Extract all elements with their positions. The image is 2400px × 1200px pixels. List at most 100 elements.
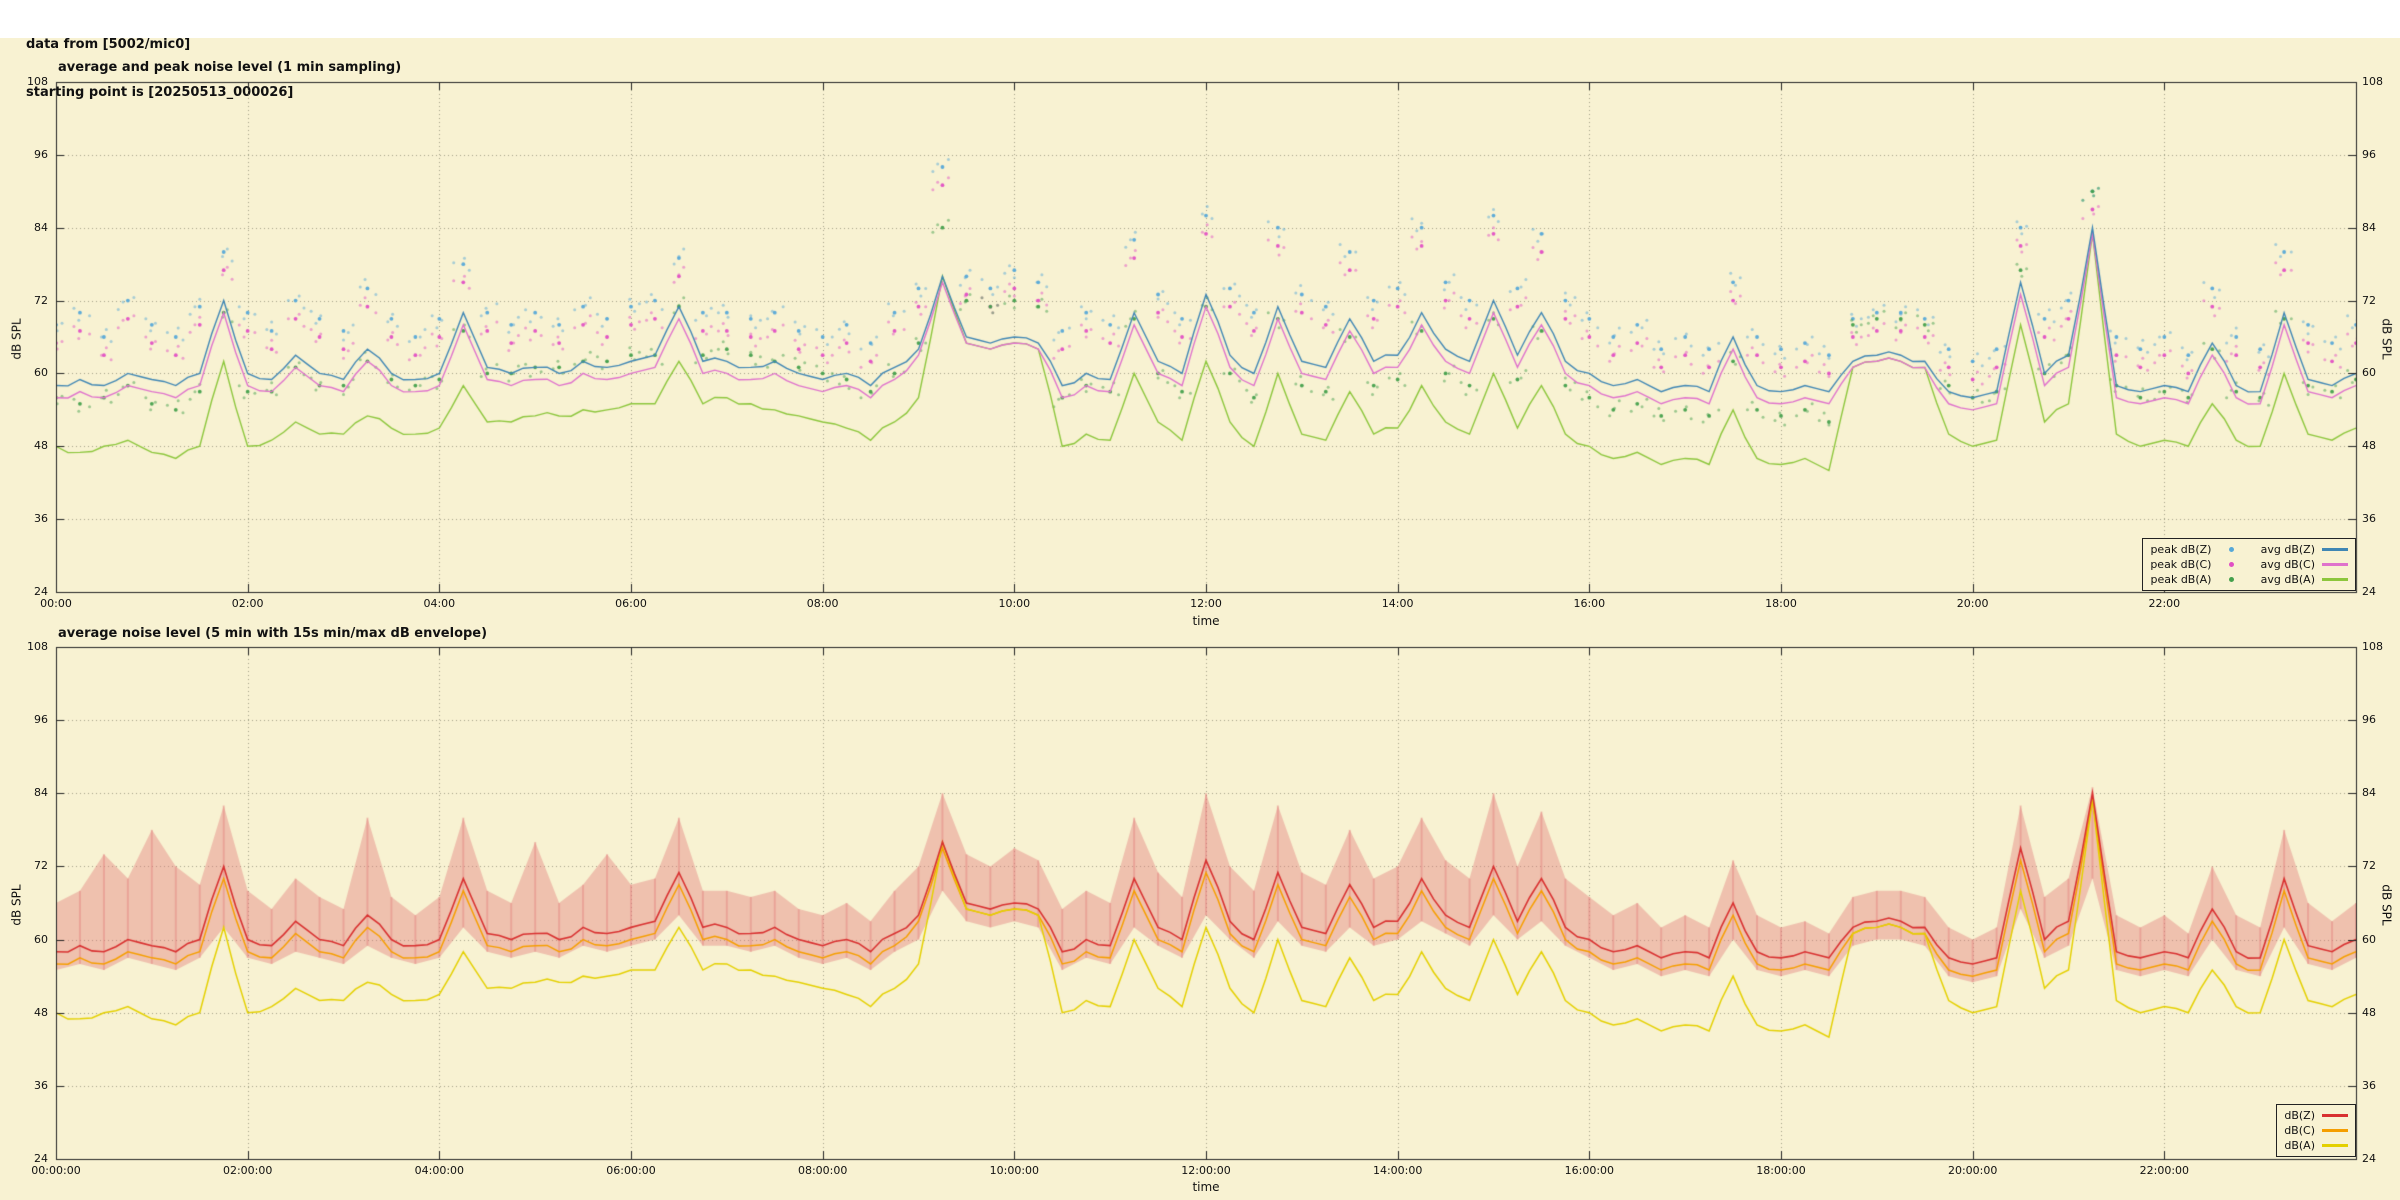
x-tick-label: 08:00:00 [797, 1164, 848, 1177]
legend-entry: dB(C) [2284, 1123, 2348, 1138]
y-tick-label: 36 [34, 1078, 48, 1092]
y-tick-label: 36 [2362, 512, 2376, 526]
x-tick-label: 14:00 [1381, 597, 1414, 610]
legend-label: dB(Z) [2284, 1109, 2315, 1122]
header-strip [0, 0, 2400, 38]
legend-entry: avg dB(Z) [2260, 542, 2348, 557]
x-tick-label: 18:00 [1765, 597, 1797, 610]
legend-sample [2322, 1114, 2348, 1117]
bottom-chart-title: average noise level (5 min with 15s min/… [58, 626, 488, 641]
legend-column: avg dB(Z) avg dB(C) avg dB(A) [2260, 542, 2348, 587]
y-tick-label: 72 [2362, 859, 2376, 873]
legend-line-marker-icon [2322, 1129, 2348, 1132]
top-chart-canvas [0, 40, 2400, 610]
y-tick-label: 108 [27, 75, 48, 88]
y-tick-label: 48 [2362, 439, 2376, 453]
x-tick-label: 06:00:00 [606, 1164, 656, 1177]
y-tick-label: 108 [2362, 75, 2383, 88]
legend-sample [2322, 563, 2348, 566]
legend-label: avg dB(A) [2260, 573, 2315, 586]
legend-label: peak dB(Z) [2150, 543, 2212, 556]
x-tick-label: 16:00:00 [1564, 1164, 1615, 1177]
legend-entry: avg dB(A) [2260, 572, 2348, 587]
legend-line-marker-icon [2322, 563, 2348, 566]
x-tick-label: 16:00 [1573, 597, 1606, 610]
bottom-chart-xlabel: time [1192, 1180, 1220, 1194]
legend-point-marker-icon [2228, 562, 2234, 567]
legend-line-marker-icon [2322, 1114, 2348, 1117]
y-tick-label: 72 [34, 859, 48, 873]
y-tick-label: 24 [2362, 585, 2376, 598]
legend-entry: peak dB(Z) [2150, 542, 2244, 557]
chart-legend: dB(Z) dB(C) dB(A) [2276, 1104, 2356, 1157]
legend-sample [2322, 1129, 2348, 1132]
legend-label: dB(C) [2284, 1124, 2315, 1137]
y-tick-label: 108 [2362, 640, 2383, 653]
x-tick-label: 08:00 [806, 597, 839, 610]
y-tick-label: 48 [2362, 1005, 2376, 1019]
x-tick-label: 10:00:00 [989, 1164, 1040, 1177]
y-tick-label: 84 [34, 220, 48, 234]
legend-label: avg dB(Z) [2260, 543, 2315, 556]
y-tick-label: 108 [27, 640, 48, 653]
top-chart-xlabel: time [1192, 614, 1220, 628]
x-tick-label: 04:00:00 [414, 1164, 465, 1177]
y-tick-label: 24 [34, 1152, 48, 1165]
x-tick-label: 14:00:00 [1372, 1164, 1423, 1177]
y-tick-label: 72 [34, 293, 48, 307]
y-tick-label: 84 [2362, 220, 2376, 234]
x-tick-label: 22:00 [2148, 597, 2181, 610]
y-tick-label: 24 [34, 585, 48, 598]
x-tick-label: 06:00 [615, 597, 647, 610]
legend-sample [2322, 578, 2348, 581]
y-tick-label: 96 [2362, 147, 2376, 161]
x-tick-label: 12:00 [1190, 597, 1222, 610]
legend-line-marker-icon [2322, 548, 2348, 551]
x-tick-label: 00:00 [40, 597, 72, 610]
y-tick-label: 60 [2362, 932, 2376, 946]
legend-label: dB(A) [2284, 1139, 2315, 1152]
chart-legend: peak dB(Z) peak dB(C) peak dB(A) avg dB(Z) a… [2142, 538, 2356, 591]
legend-line-marker-icon [2322, 1144, 2348, 1147]
legend-line-marker-icon [2322, 578, 2348, 581]
y-tick-label: 36 [2362, 1078, 2376, 1092]
x-tick-label: 00:00:00 [31, 1164, 81, 1177]
y-tick-label: 84 [34, 786, 48, 800]
y-tick-label: 60 [2362, 366, 2376, 380]
y-tick-label: 60 [34, 932, 48, 946]
legend-point-marker-icon [2228, 577, 2234, 582]
y-tick-label: 36 [34, 512, 48, 526]
y-tick-label: 48 [34, 1005, 48, 1019]
legend-label: avg dB(C) [2260, 558, 2315, 571]
x-tick-label: 10:00 [998, 597, 1031, 610]
bottom-chart-ylabel-right: dB SPL [2379, 884, 2394, 926]
legend-sample [2218, 577, 2244, 582]
x-tick-label: 04:00 [423, 597, 456, 610]
legend-label: peak dB(A) [2150, 573, 2212, 586]
y-tick-label: 48 [34, 439, 48, 453]
x-tick-label: 22:00:00 [2139, 1164, 2190, 1177]
y-tick-label: 96 [34, 147, 48, 161]
bottom-chart-canvas [0, 640, 2400, 1170]
legend-label: peak dB(C) [2150, 558, 2212, 571]
y-tick-label: 96 [34, 713, 48, 727]
legend-column: peak dB(Z) peak dB(C) peak dB(A) [2150, 542, 2244, 587]
x-tick-label: 18:00:00 [1756, 1164, 1806, 1177]
x-tick-label: 02:00:00 [222, 1164, 273, 1177]
legend-sample [2218, 547, 2244, 552]
legend-sample [2322, 1144, 2348, 1147]
legend-entry: peak dB(C) [2150, 557, 2244, 572]
legend-entry: avg dB(C) [2260, 557, 2348, 572]
top-chart-ylabel-right: dB SPL [2379, 318, 2394, 360]
y-tick-label: 60 [34, 366, 48, 380]
bottom-chart-ylabel-left: dB SPL [9, 884, 24, 926]
y-tick-label: 84 [2362, 786, 2376, 800]
y-tick-label: 72 [2362, 293, 2376, 307]
top-chart-ylabel-left: dB SPL [9, 318, 24, 360]
x-tick-label: 12:00:00 [1181, 1164, 1231, 1177]
x-tick-label: 20:00:00 [1947, 1164, 1998, 1177]
y-tick-label: 96 [2362, 713, 2376, 727]
legend-entry: peak dB(A) [2150, 572, 2244, 587]
legend-point-marker-icon [2228, 547, 2234, 552]
legend-column: dB(Z) dB(C) dB(A) [2284, 1108, 2348, 1153]
